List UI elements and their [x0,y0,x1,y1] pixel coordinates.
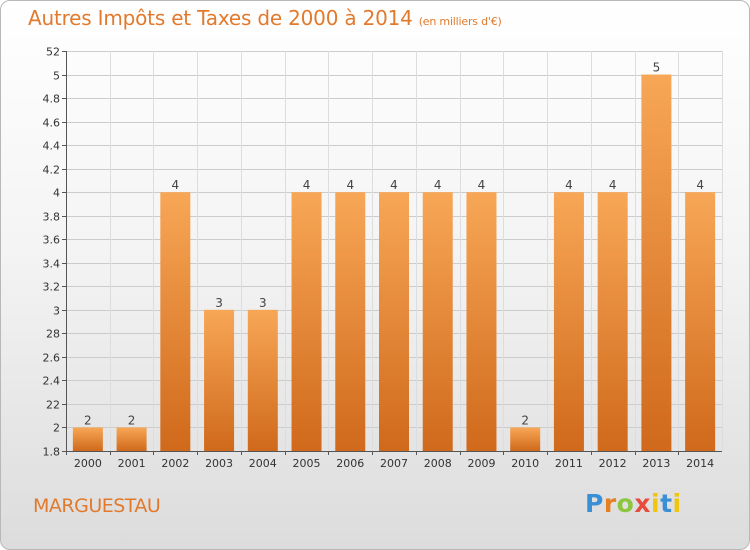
y-tick-label: 3.6 [43,234,61,247]
bar [72,427,103,451]
x-tick-label: 2000 [74,457,102,470]
bar [597,192,628,452]
bar [510,427,541,451]
bar [335,192,366,452]
chart-title-text: Autres Impôts et Taxes de 2000 à 2014 [28,6,413,30]
y-tick-label: 4.4 [43,140,61,153]
bars: 2 2 4 3 3 4 4 4 4 4 2 4 4 5 4 [72,61,716,452]
x-tick-label: 2001 [118,457,146,470]
logo-letter: P [585,489,604,518]
bar [685,192,716,452]
bar [379,192,409,452]
x-tick-label: 2009 [467,457,495,470]
y-tick-label: 4 [53,187,60,200]
logo-letter: o [616,489,635,518]
logo-letter: i [651,489,661,518]
x-tick-label: 2007 [380,457,408,470]
data-label: 4 [434,178,442,192]
y-tick-label: 3.8 [43,211,61,224]
y-tick-label: 3 [53,305,60,318]
data-label: 4 [172,178,180,192]
bar [247,309,278,451]
bar [291,192,322,452]
y-tick-label: 3.4 [43,258,61,271]
y-tick-label: 28 [46,328,60,341]
x-tick-label: 2006 [336,457,364,470]
data-label: 2 [84,413,92,427]
data-label: 4 [565,178,573,192]
x-tick-label: 2013 [642,457,670,470]
x-tick-label: 2002 [161,457,189,470]
x-tick-label: 2005 [293,457,321,470]
data-label: 4 [346,178,354,192]
bar [641,74,672,451]
x-tick-label: 2010 [511,457,539,470]
chart-unit-label: (en milliers d'€) [418,15,502,28]
y-tick-label: 4.2 [43,164,61,177]
x-tick-label: 2003 [205,457,233,470]
x-tick-label: 2011 [555,457,583,470]
y-tick-label: 1.8 [43,446,61,459]
location-name: MARGUESTAU [33,495,161,517]
data-label: 4 [390,178,398,192]
data-label: 3 [215,296,223,310]
data-label: 5 [653,61,661,75]
bar [160,192,191,452]
data-label: 3 [259,296,267,310]
bar [422,192,453,452]
y-tick-label: 52 [46,46,60,59]
data-label: 2 [128,413,136,427]
logo-letter: i [672,489,682,518]
x-tick-label: 2004 [249,457,277,470]
x-tick-label: 2008 [424,457,452,470]
y-tick-label: 5 [53,70,60,83]
data-label: 4 [478,178,486,192]
x-tick-label: 2012 [599,457,627,470]
bar [204,309,235,451]
data-label: 2 [521,413,529,427]
logo-letter: t [660,489,673,518]
y-tick-label: 3.2 [43,281,61,294]
x-tick-label: 2014 [686,457,714,470]
y-tick-label: 2 [53,422,60,435]
y-tick-label: 2.4 [43,375,61,388]
data-label: 4 [609,178,617,192]
logo-letter: x [634,489,651,518]
data-label: 4 [696,178,704,192]
proxiti-logo: Proxiti [585,489,682,518]
y-tick-label: 22 [46,399,60,412]
data-label: 4 [303,178,311,192]
y-tick-label: 4.6 [43,117,61,130]
logo-letter: r [603,489,617,518]
y-tick-label: 4.8 [43,93,61,106]
bar [553,192,584,452]
bar [466,192,497,452]
chart-title: Autres Impôts et Taxes de 2000 à 2014 (en… [28,6,502,30]
bar [116,427,147,451]
y-tick-label: 2.6 [43,352,61,365]
axes: 1.82222.42.62833.23.43.63.844.24.44.64.8… [43,46,722,470]
